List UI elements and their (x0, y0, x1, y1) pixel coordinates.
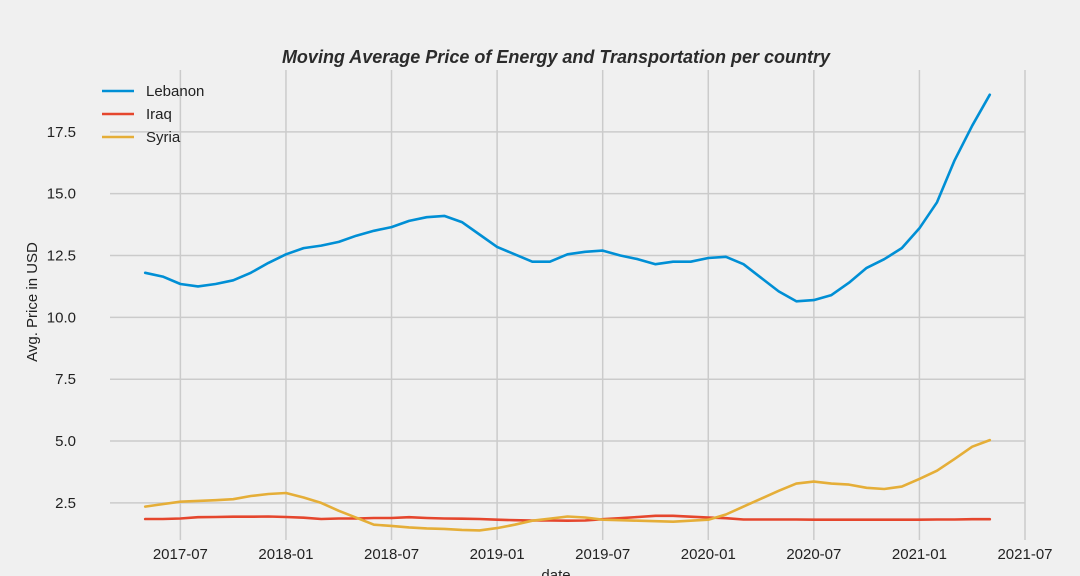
series-line-syria (143, 438, 992, 532)
legend: Lebanon Iraq Syria (102, 83, 204, 146)
y-tick-label: 10.0 (47, 309, 76, 326)
y-tick-label: 15.0 (47, 186, 76, 203)
series-line-iraq (143, 514, 992, 523)
y-tick-label: 5.0 (55, 433, 76, 450)
y-axis-label: Avg. Price in USD (24, 242, 41, 362)
grid (110, 70, 1026, 540)
x-tick-label: 2018-01 (258, 546, 313, 563)
x-tick-label: 2021-07 (997, 546, 1052, 563)
chart-title: Moving Average Price of Energy and Trans… (282, 47, 831, 67)
legend-label-iraq: Iraq (146, 106, 172, 123)
x-tick-label: 2017-07 (153, 546, 208, 563)
x-tick-label: 2021-01 (892, 546, 947, 563)
series-line-lebanon (143, 93, 992, 303)
x-tick-label: 2019-07 (575, 546, 630, 563)
series-layer (143, 93, 992, 532)
legend-label-syria: Syria (146, 129, 181, 146)
x-axis-label: date (541, 567, 570, 576)
tick-labels: 2.5 5.0 7.5 10.0 12.5 15.0 17.5 2017-07 2018-01 2… (47, 124, 1053, 563)
x-tick-label: 2020-07 (786, 546, 841, 563)
y-tick-label: 17.5 (47, 124, 76, 141)
x-tick-label: 2020-01 (681, 546, 736, 563)
legend-label-lebanon: Lebanon (146, 83, 204, 100)
y-tick-label: 12.5 (47, 248, 76, 265)
x-tick-label: 2019-01 (470, 546, 525, 563)
x-tick-label: 2018-07 (364, 546, 419, 563)
y-tick-label: 7.5 (55, 371, 76, 388)
y-tick-label: 2.5 (55, 495, 76, 512)
